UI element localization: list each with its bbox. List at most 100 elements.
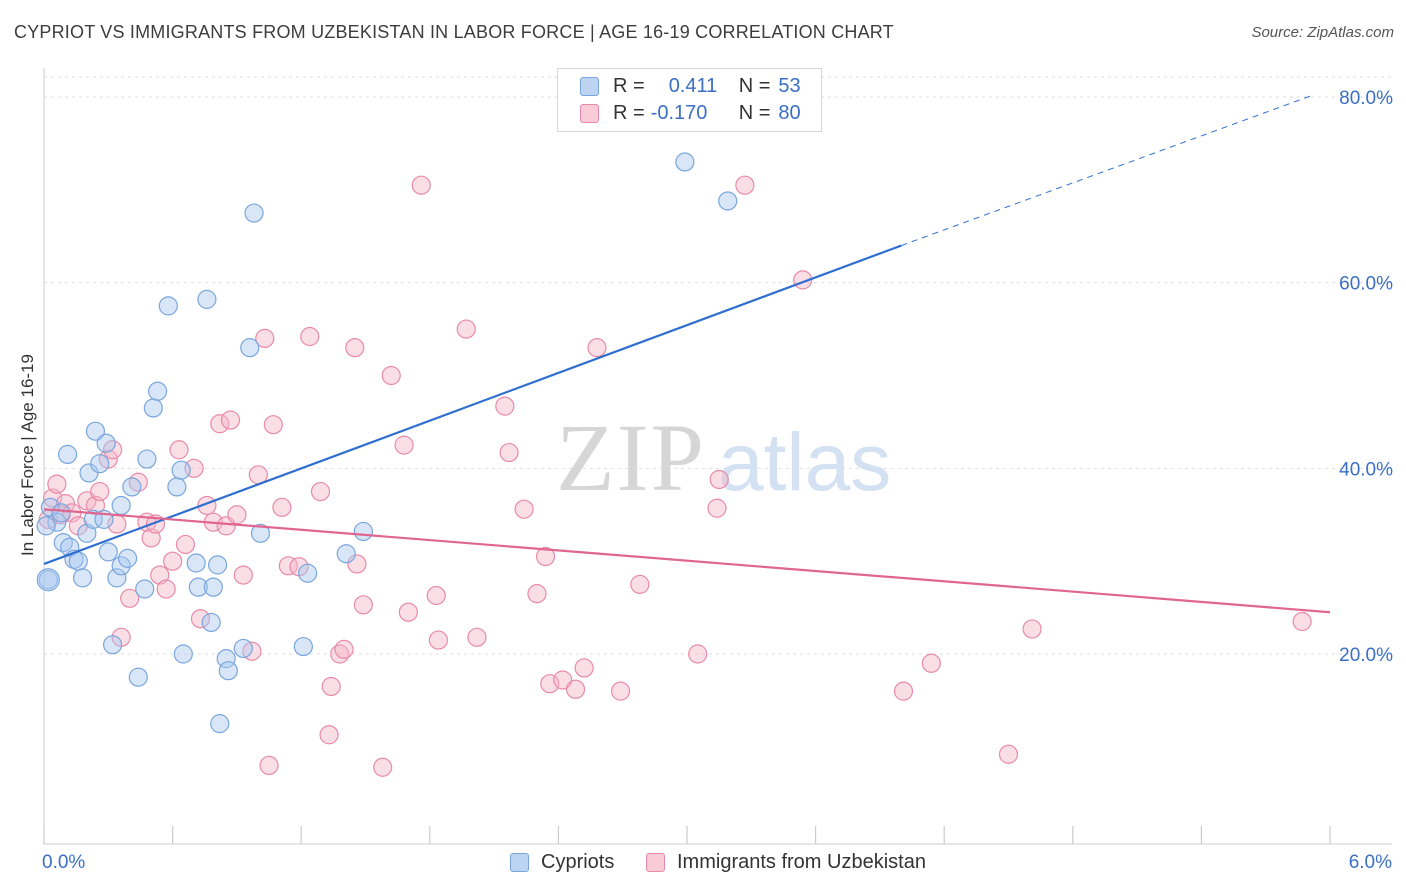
data-point [201, 612, 221, 633]
data-point [718, 191, 738, 211]
data-point [319, 725, 339, 745]
watermark-atlas: atlas [718, 417, 891, 508]
data-point [117, 548, 138, 568]
data-point [298, 563, 318, 583]
data-point [111, 556, 131, 576]
data-point [535, 546, 556, 567]
data-point [36, 568, 60, 592]
data-point [120, 588, 140, 608]
y-tick-label: 60.0% [1339, 274, 1393, 295]
legend-n-label: N = [738, 101, 771, 124]
data-point [137, 449, 157, 469]
data-point [398, 602, 418, 622]
legend-row-cypriots: R = 0.411 N = 53 [580, 74, 801, 98]
x-tick-right: 6.0% [1348, 852, 1392, 873]
data-point [197, 289, 217, 309]
data-point [278, 556, 298, 576]
watermark-zip: ZIP [556, 404, 706, 511]
data-point [240, 338, 260, 358]
data-point [218, 661, 238, 681]
data-point [300, 326, 320, 347]
data-point [373, 757, 393, 777]
series-legend: Cypriots Immigrants from Uzbekistan [0, 851, 1406, 879]
legend-n-label: N = [738, 74, 771, 97]
data-point [122, 477, 142, 497]
data-point [411, 175, 431, 195]
data-point [83, 509, 103, 529]
data-point [293, 636, 313, 657]
data-point [156, 579, 176, 599]
data-point [147, 381, 168, 401]
data-point [173, 644, 193, 664]
trend-line [43, 508, 1331, 614]
data-point [233, 638, 253, 659]
data-point [163, 551, 183, 571]
legend-swatch-uzbekistan [580, 103, 599, 123]
data-point [55, 494, 76, 514]
data-point [190, 609, 211, 629]
series-swatch-cypriots [510, 853, 529, 872]
legend-r-value: 0.411 [668, 74, 718, 97]
data-point [495, 396, 515, 416]
data-point [921, 653, 941, 673]
data-point [467, 627, 487, 647]
data-point [77, 491, 97, 511]
data-point [208, 555, 228, 575]
series-legend-uzbekistan: Immigrants from Uzbekistan [646, 851, 926, 874]
data-point [610, 681, 631, 701]
data-point [36, 516, 56, 536]
data-point [128, 667, 148, 687]
data-point [167, 477, 187, 497]
data-point [111, 495, 131, 516]
y-tick-label: 80.0% [1339, 88, 1393, 109]
data-point [707, 498, 727, 518]
data-point [51, 503, 71, 523]
data-point [96, 433, 116, 453]
data-point [574, 658, 594, 678]
data-point [85, 421, 106, 441]
data-point [630, 574, 650, 594]
data-point [353, 595, 373, 615]
data-point [709, 469, 729, 490]
data-point [175, 534, 196, 555]
data-point [90, 454, 110, 474]
data-point [186, 553, 206, 573]
data-point [998, 744, 1019, 764]
data-point [188, 577, 208, 597]
data-point [72, 568, 93, 588]
data-point [428, 630, 448, 650]
legend-n-value: 80 [778, 101, 801, 124]
series-swatch-uzbekistan [646, 853, 665, 872]
data-point [102, 635, 123, 655]
data-point [107, 568, 127, 588]
data-point [216, 649, 236, 669]
data-point [169, 440, 189, 460]
data-point [345, 338, 365, 358]
data-point [250, 523, 271, 543]
data-point [426, 585, 446, 606]
data-point [334, 639, 354, 659]
data-point [227, 505, 247, 525]
source-label: Source: ZipAtlas.com [1251, 24, 1394, 41]
legend-n-value: 53 [778, 74, 801, 97]
data-point [587, 338, 607, 358]
data-point [1022, 619, 1042, 639]
legend-r-label: R = [613, 101, 645, 124]
data-point [150, 565, 170, 585]
data-point [203, 577, 223, 597]
data-point [47, 512, 67, 532]
data-point [688, 644, 708, 664]
data-point [735, 175, 755, 195]
data-point [675, 152, 695, 172]
series-legend-cypriots: Cypriots [510, 851, 614, 874]
data-point [565, 679, 586, 699]
data-point [171, 460, 191, 480]
data-point [90, 481, 110, 502]
data-point [553, 670, 573, 690]
legend-swatch-cypriots [580, 76, 599, 96]
data-point [98, 449, 118, 469]
data-point [135, 579, 155, 599]
data-point [514, 499, 534, 519]
data-point [272, 497, 292, 517]
